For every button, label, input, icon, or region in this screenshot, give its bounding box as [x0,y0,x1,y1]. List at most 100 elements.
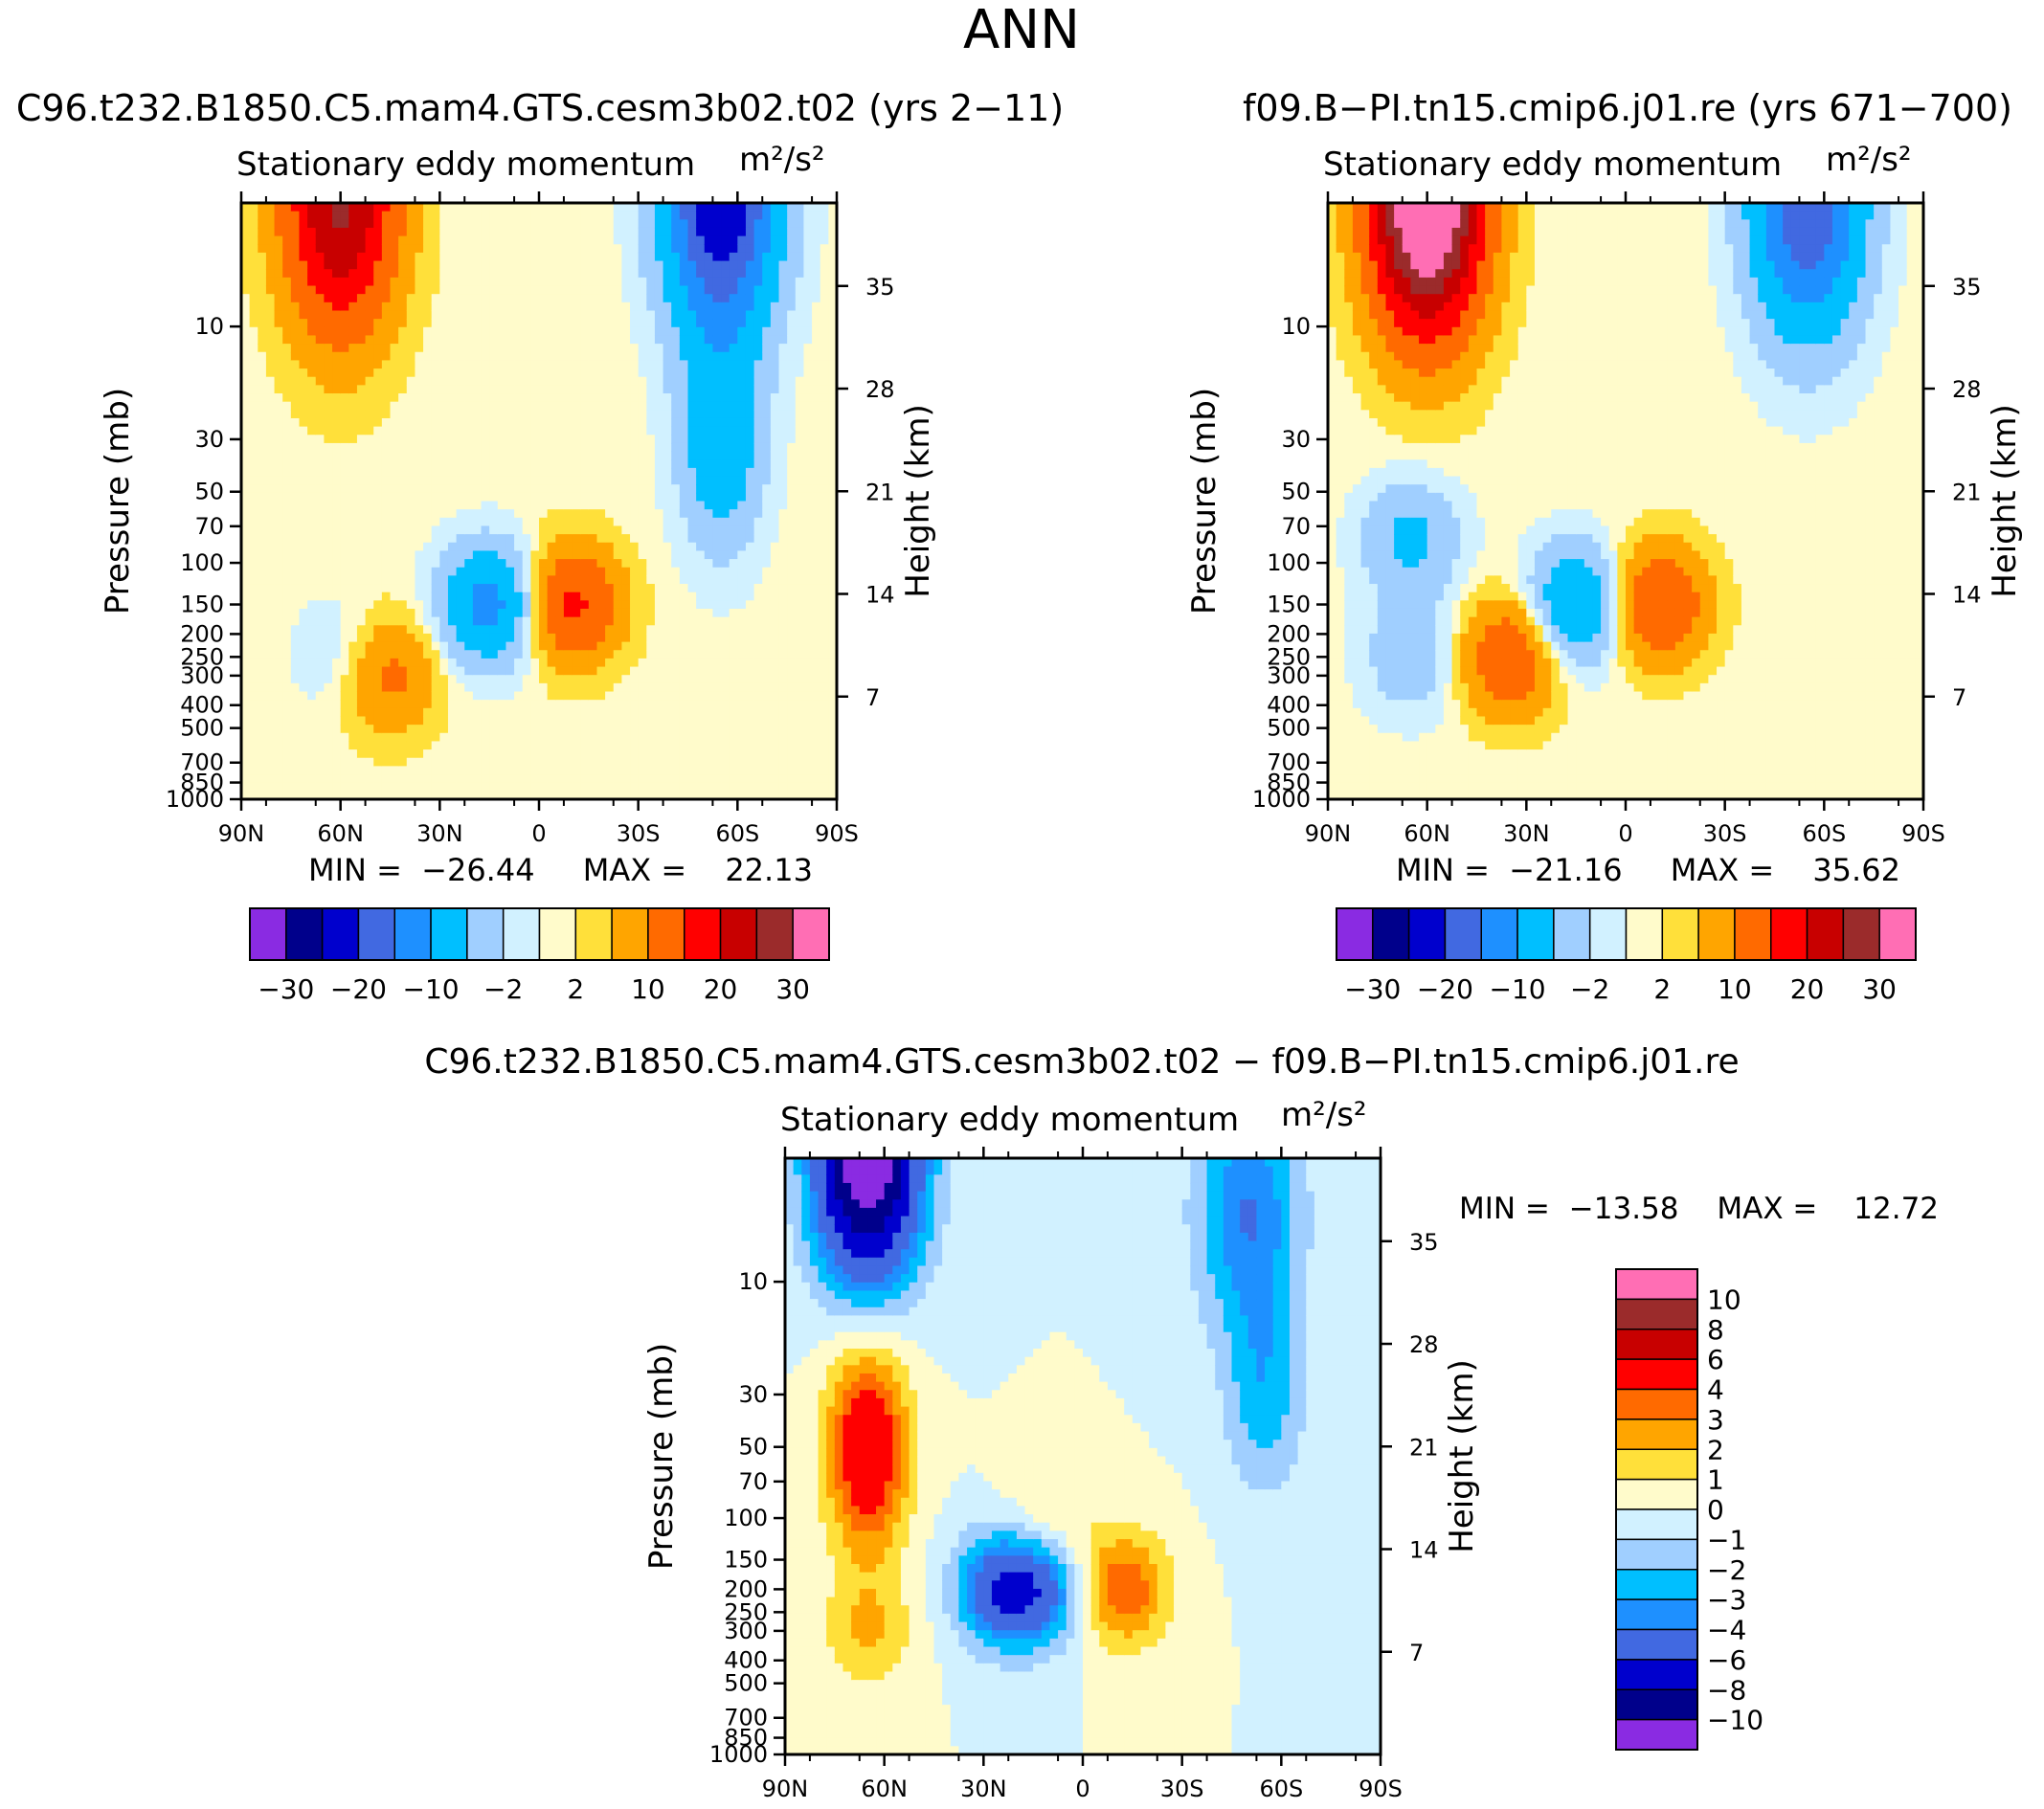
contour-cell [753,302,763,312]
contour-cell [282,559,292,569]
contour-cell [522,393,531,403]
contour-cell [687,650,697,659]
contour-cell [596,294,606,303]
contour-cell [712,509,722,519]
contour-cell [638,641,647,651]
contour-cell [687,484,697,494]
contour-cell [398,344,408,353]
contour-cell [290,426,301,436]
contour-cell [315,725,325,734]
contour-cell [340,244,349,254]
contour-cell [464,525,474,535]
contour-cell [555,749,565,759]
contour-cell [290,360,301,369]
contour-cell [795,351,805,361]
contour-cell [241,451,251,460]
contour-cell [332,319,342,328]
contour-cell [721,410,730,419]
contour-cell [671,376,681,386]
contour-cell [696,550,706,560]
contour-cell [431,410,440,419]
contour-cell [423,302,433,312]
contour-cell [646,277,656,287]
contour-cell [555,335,565,345]
contour-cell [249,501,258,510]
contour-cell [605,476,615,485]
contour-cell [596,625,606,635]
contour-cell [431,616,440,626]
contour-cell [630,782,640,792]
contour-cell [712,442,722,453]
contour-cell [621,584,631,593]
contour-cell [605,666,615,676]
contour-cell [464,675,474,684]
contour-cell [415,509,424,519]
contour-cell [696,244,706,254]
contour-cell [447,592,458,601]
contour-cell [721,666,730,676]
contour-cell [671,700,681,709]
contour-cell [282,351,292,361]
contour-cell [737,782,747,792]
contour-cell [572,368,581,378]
contour-cell [654,467,664,478]
contour-cell [704,501,714,510]
contour-cell [630,326,640,337]
contour-cell [654,782,664,792]
contour-cell [605,633,615,643]
contour-cell [721,285,730,295]
contour-cell [365,559,374,569]
contour-cell [704,550,714,560]
contour-cell [348,791,358,800]
contour-cell [613,625,622,635]
contour-cell [588,451,598,460]
contour-cell [282,501,292,510]
contour-cell [505,285,515,295]
contour-cell [530,641,540,651]
contour-cell [390,559,399,569]
contour-cell [530,319,540,328]
contour-cell [539,559,549,569]
contour-cell [307,426,317,436]
contour-cell [348,592,358,601]
contour-cell [638,716,647,726]
contour-cell [431,285,440,295]
contour-cell [704,774,714,784]
contour-cell [522,310,531,320]
contour-cell [439,476,449,485]
contour-cell [481,741,490,750]
contour-cell [472,600,483,610]
contour-cell [290,319,301,328]
contour-cell [265,675,276,684]
panel-test-minmax: MIN = −26.44 MAX = 22.13 [308,855,813,885]
contour-cell [299,616,308,626]
contour-cell [646,741,656,750]
contour-cell [737,749,747,759]
contour-cell [324,335,333,345]
contour-cell [679,260,689,270]
contour-cell [580,625,590,635]
contour-cell [423,376,433,386]
contour-cell [588,401,598,411]
contour-cell [580,294,590,303]
contour-cell [348,235,358,245]
contour-cell [770,782,780,792]
contour-cell [373,707,383,718]
contour-cell [415,492,424,502]
contour-cell [696,575,706,585]
contour-cell [282,492,292,502]
contour-cell [249,525,258,535]
contour-cell [415,641,424,651]
contour-cell [654,641,664,651]
contour-cell [464,633,474,643]
contour-cell [712,269,722,279]
contour-cell [539,616,549,626]
contour-cell [505,725,515,734]
contour-cell [638,791,647,800]
contour-cell [729,376,738,386]
contour-cell [580,385,590,394]
contour-cell [415,244,424,254]
contour-cell [580,716,590,726]
contour-cell [315,517,325,527]
contour-cell [770,435,780,444]
